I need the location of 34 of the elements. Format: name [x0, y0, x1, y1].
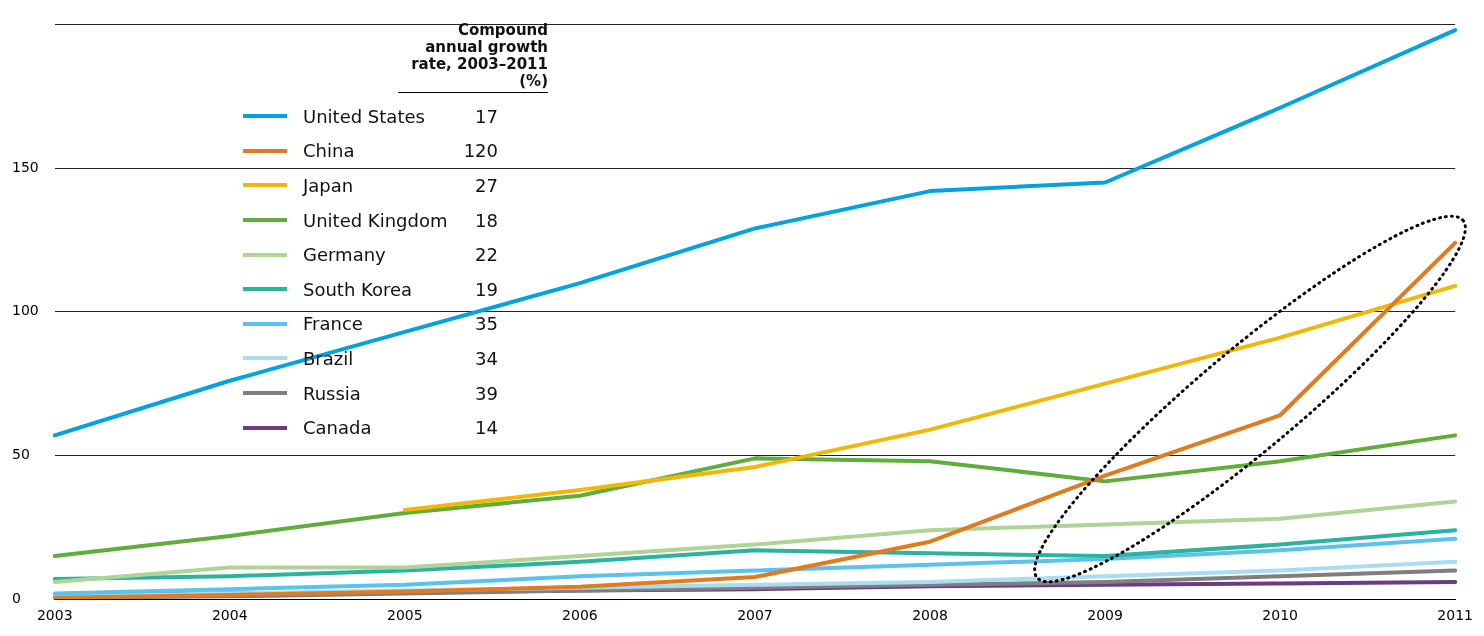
y-tick-label: 100	[12, 302, 39, 319]
x-tick-label: 2008	[912, 607, 948, 624]
x-tick-label: 2005	[387, 607, 423, 624]
legend-title: Compound annual growth rate, 2003–2011 (%)	[398, 21, 548, 93]
x-tick-label: 2010	[1262, 607, 1298, 624]
annotation: 18	[474, 209, 498, 231]
legend-label: South Korea	[303, 278, 414, 300]
annotation: 35	[474, 313, 498, 335]
legend-label: United Kingdom	[303, 209, 449, 231]
annotation: 14	[474, 417, 498, 439]
x-tick-label: 2003	[36, 607, 73, 624]
y-tick-label: 0	[12, 589, 21, 606]
annotation: 120	[462, 140, 498, 162]
legend-label: Russia	[303, 382, 362, 404]
annotation: 34	[474, 347, 498, 369]
legend-label: France	[303, 313, 364, 335]
legend-label: United States	[303, 105, 426, 127]
annotation: 22	[474, 244, 498, 266]
legend-label: China	[303, 140, 356, 162]
x-tick-label: 2006	[562, 607, 598, 624]
y-tick-label: 50	[12, 446, 30, 463]
legend-label: Brazil	[303, 347, 355, 369]
x-tick-label: 2007	[737, 607, 773, 624]
legend-label: Canada	[303, 417, 373, 439]
x-tick-label: 2004	[211, 607, 248, 624]
annotation: 27	[474, 174, 498, 196]
x-tick-label: 2011	[1437, 607, 1474, 624]
x-tick-label: 2009	[1087, 607, 1123, 624]
legend-label: Germany	[303, 244, 387, 266]
annotation: 39	[474, 382, 498, 404]
annotation: 19	[474, 278, 498, 300]
y-tick-label: 150	[12, 158, 39, 175]
legend-label: Japan	[303, 174, 355, 196]
annotation: 17	[474, 105, 498, 127]
